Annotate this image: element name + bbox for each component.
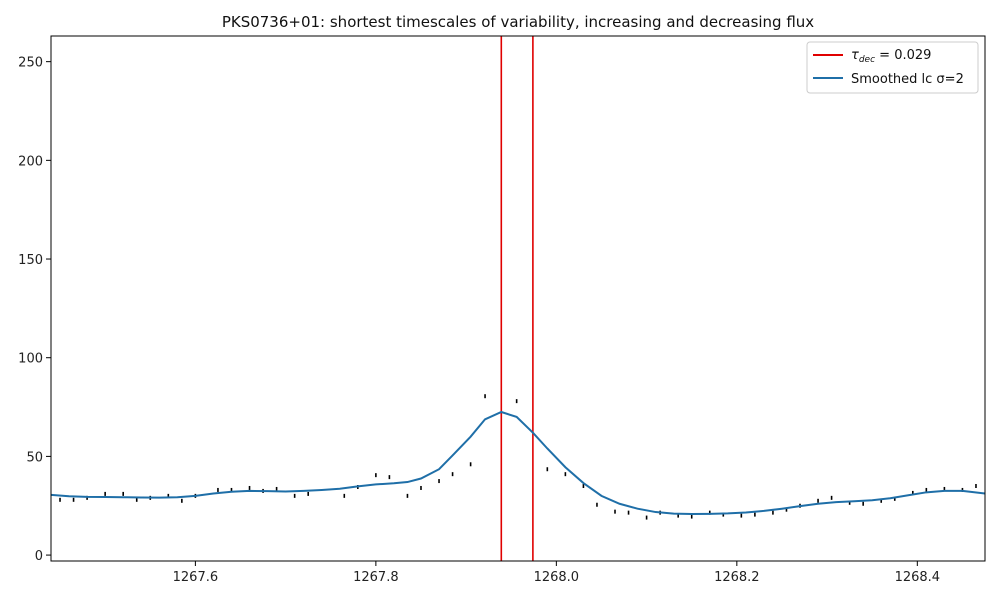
- legend-tau-subscript: dec: [859, 55, 875, 65]
- axes-frame: [50, 35, 986, 562]
- legend-vline-label: τdec = 0.029: [851, 48, 931, 65]
- smoothed-lightcurve-line: [51, 410, 985, 516]
- y-tick-label: 150: [18, 253, 43, 268]
- x-tick-label: 1267.8: [353, 570, 399, 585]
- data-points: [59, 394, 977, 520]
- legend-box: [806, 41, 979, 94]
- x-tick-label: 1268.0: [534, 570, 580, 585]
- x-axis: 1267.6 1267.8 1268.0 1268.2 1268.4: [173, 561, 940, 585]
- chart-title: PKS0736+01: shortest timescales of varia…: [222, 13, 814, 31]
- y-tick-label: 50: [26, 450, 43, 465]
- y-tick-label: 250: [18, 56, 43, 71]
- x-tick-label: 1267.6: [173, 570, 219, 585]
- x-tick-label: 1268.4: [895, 570, 941, 585]
- timescale-lines: [500, 36, 534, 561]
- legend-smoothed-label: Smoothed lc σ=2: [851, 72, 964, 87]
- y-axis: 0 50 100 150 200 250: [18, 56, 51, 564]
- x-tick-label: 1268.2: [714, 570, 760, 585]
- legend-tau-value: = 0.029: [875, 48, 931, 63]
- legend: τdec = 0.029 Smoothed lc σ=2: [806, 41, 979, 94]
- legend-tau-symbol: τ: [851, 48, 859, 63]
- y-tick-label: 200: [18, 154, 43, 169]
- y-tick-label: 0: [35, 549, 43, 564]
- y-tick-label: 100: [18, 352, 43, 367]
